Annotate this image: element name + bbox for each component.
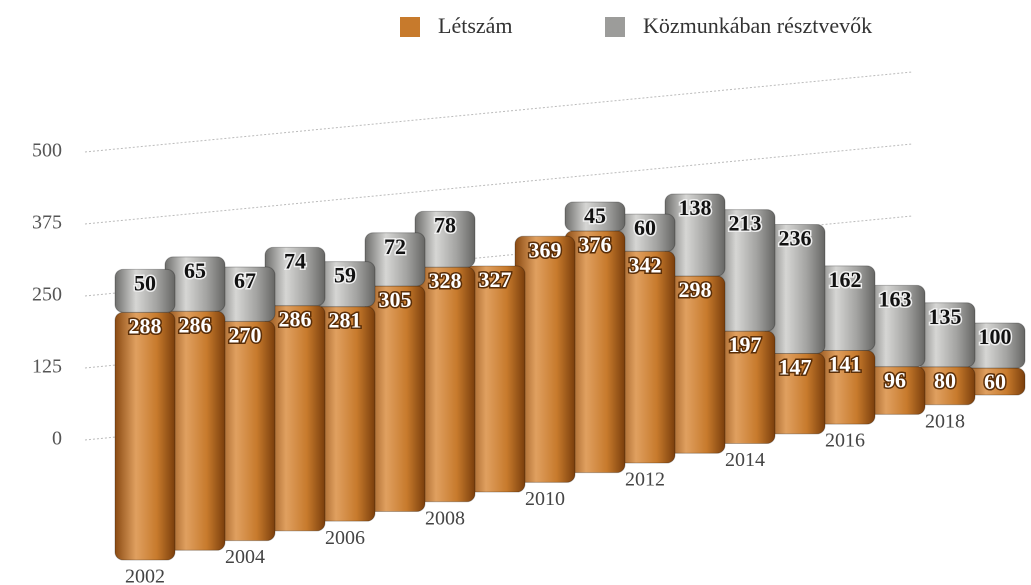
y-tick-label: 0: [52, 428, 62, 450]
x-tick-label: 2014: [725, 449, 765, 471]
data-label: 213: [729, 211, 762, 236]
data-label: 327: [479, 267, 512, 292]
x-tick-label: 2008: [425, 507, 465, 529]
x-tick-label: 2018: [925, 410, 965, 432]
data-label: 141: [829, 352, 862, 377]
data-label: 328: [429, 268, 462, 293]
data-label: 286: [179, 312, 212, 337]
data-label: 305: [379, 287, 412, 312]
x-tick-label: 2002: [125, 566, 165, 585]
data-label: 67: [234, 268, 256, 293]
bars: 60 100 80 135 2018 96 163 141 162 2016 147 236 197 21…: [114, 193, 1026, 585]
data-label: 342: [629, 252, 662, 277]
data-label: 59: [334, 263, 356, 288]
legend-swatch: [605, 17, 625, 37]
data-label: 45: [584, 203, 606, 228]
legend-label: Közmunkában résztvevők: [643, 13, 872, 38]
data-label: 298: [679, 277, 712, 302]
bar-segment: [114, 268, 176, 313]
legend-label: Létszám: [438, 13, 513, 38]
legend-swatch: [400, 17, 420, 37]
data-label: 376: [579, 232, 612, 257]
data-label: 286: [279, 307, 312, 332]
x-tick-label: 2006: [325, 527, 365, 549]
data-label: 74: [284, 248, 306, 273]
grid-line: [84, 71, 913, 153]
data-label: 78: [434, 212, 456, 237]
data-label: 60: [984, 369, 1006, 394]
bar-segment: [114, 311, 176, 561]
data-label: 236: [779, 226, 812, 251]
y-tick-label: 250: [32, 284, 62, 306]
data-label: 163: [879, 286, 912, 311]
data-label: 281: [329, 308, 362, 333]
x-tick-label: 2004: [225, 546, 265, 568]
x-tick-label: 2016: [825, 430, 865, 452]
data-label: 197: [729, 332, 762, 357]
bar-segment: [564, 201, 626, 232]
data-label: 65: [184, 258, 206, 283]
x-tick-label: 2012: [625, 469, 665, 491]
data-label: 60: [634, 215, 656, 240]
data-label: 270: [229, 322, 262, 347]
data-label: 100: [979, 324, 1012, 349]
data-label: 96: [884, 368, 906, 393]
data-label: 162: [829, 267, 862, 292]
data-label: 138: [679, 195, 712, 220]
y-tick-label: 375: [32, 212, 62, 234]
legend: Létszám Közmunkában résztvevők: [400, 13, 872, 38]
data-label: 135: [929, 304, 962, 329]
data-label: 72: [384, 234, 406, 259]
data-label: 369: [529, 237, 562, 262]
data-label: 50: [134, 270, 156, 295]
y-tick-label: 500: [32, 140, 62, 162]
bar-segment: [364, 232, 426, 287]
data-label: 147: [779, 355, 812, 380]
grid-line: [84, 143, 913, 225]
data-label: 80: [934, 368, 956, 393]
x-tick-label: 2010: [525, 488, 565, 510]
y-tick-label: 125: [32, 356, 62, 378]
data-label: 288: [129, 313, 162, 338]
